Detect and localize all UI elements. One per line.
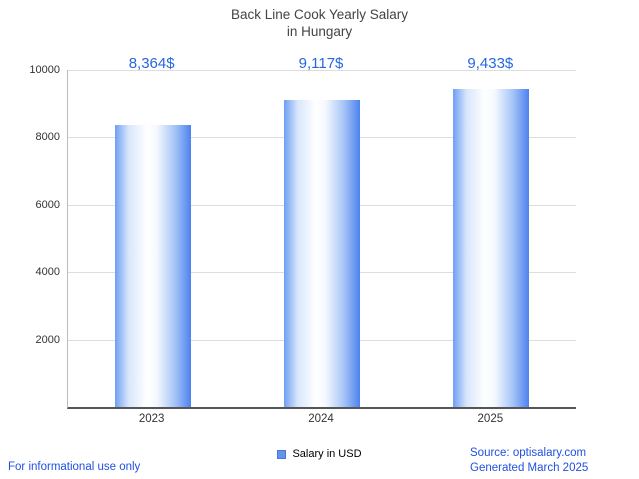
chart-title-line1: Back Line Cook Yearly Salary: [230, 7, 409, 22]
y-tick-label: 6000: [35, 198, 60, 211]
source-block: Source: optisalary.com Generated March 2…: [470, 446, 588, 476]
bar-2023: [114, 125, 191, 407]
plot-area: [67, 70, 576, 409]
chart-title: Back Line Cook Yearly Salary in Hungary: [0, 6, 639, 40]
x-axis-labels: 2023 2024 2025: [0, 413, 639, 429]
source-text: Source: optisalary.com: [470, 447, 587, 459]
legend: Salary in USD: [0, 448, 639, 460]
value-label: 9,433$: [467, 55, 514, 72]
y-tick-label: 8000: [35, 131, 60, 144]
generated-text: Generated March 2025: [470, 462, 589, 474]
disclaimer-text: For informational use only: [8, 461, 141, 473]
value-label: 8,364$: [128, 55, 175, 72]
y-tick-label: 10000: [29, 64, 60, 76]
x-tick-label: 2023: [138, 413, 165, 425]
x-tick-label: 2024: [308, 413, 334, 425]
bar-2025: [453, 89, 530, 407]
x-tick-label: 2025: [477, 413, 504, 425]
legend-label: Salary in USD: [292, 448, 362, 460]
gridline: [68, 70, 576, 71]
legend-swatch-icon: [277, 449, 287, 459]
value-label: 9,117$: [298, 55, 344, 72]
y-tick-label: 2000: [35, 333, 60, 346]
y-tick-label: 4000: [35, 266, 60, 279]
value-labels: 8,364$ 9,117$ 9,433$: [0, 55, 639, 75]
chart-title-line2: in Hungary: [286, 24, 353, 39]
y-axis-ticks: 2000 4000 6000 8000 10000: [0, 64, 60, 407]
bar-2024: [284, 99, 360, 407]
